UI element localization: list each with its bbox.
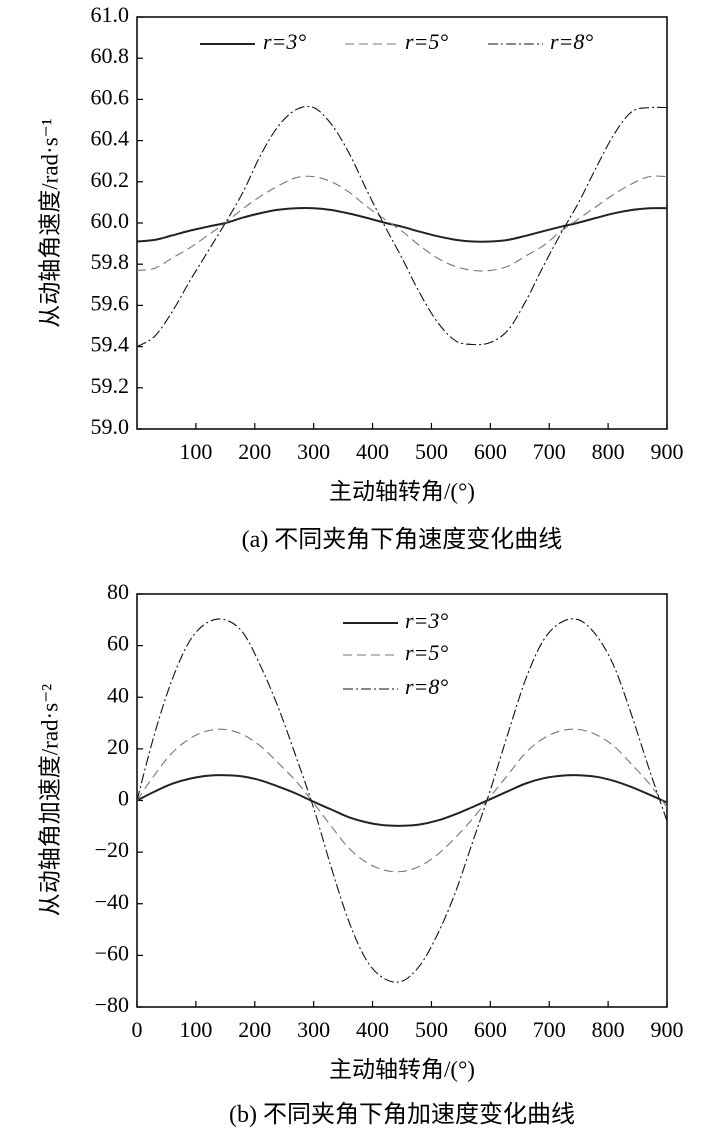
series-line-b-2	[136, 728, 668, 873]
y-tick-label: 59.0	[91, 414, 130, 439]
y-tick-label: 59.2	[91, 373, 130, 398]
y-tick-label: −80	[95, 992, 129, 1017]
caption-b: (b) 不同夹角下角加速度变化曲线	[229, 1101, 575, 1128]
y-tick-label: −20	[95, 837, 129, 862]
legend-label: r=5°	[405, 29, 448, 54]
y-tick-label: 60.4	[91, 126, 130, 151]
x-tick-label: 0	[132, 1017, 143, 1042]
x-tick-label: 600	[474, 439, 507, 464]
caption-a: (a) 不同夹角下角速度变化曲线	[242, 526, 563, 553]
legend-a: r=3° r=5° r=8°	[200, 29, 593, 54]
y-tick-label: 40	[107, 682, 129, 707]
x-tick-label: 800	[592, 439, 625, 464]
legend-label: r=5°	[405, 640, 448, 665]
series-line-b-1	[136, 774, 668, 827]
x-tick-label: 900	[651, 439, 684, 464]
chart-b: 0 100 200 300 400 500 600 700 800 900−80−60−40−20…	[37, 579, 683, 1128]
legend-label: r=8°	[550, 29, 593, 54]
y-tick-label: 60.8	[91, 43, 130, 68]
y-tick-label: 0	[118, 786, 129, 811]
y-tick-label: −60	[95, 940, 129, 965]
series-line-a-2	[136, 175, 668, 272]
tick-group-a: 100 200 300 400 500 600 700 800 900 59.0 59.2 59.4 5…	[91, 2, 684, 464]
x-tick-label: 300	[297, 1017, 330, 1042]
x-axis-label-a: 主动轴转角/(°)	[329, 479, 475, 504]
y-axis-label-b: 从动轴角加速度/rad·s⁻²	[37, 684, 62, 917]
x-tick-label: 100	[179, 439, 212, 464]
x-tick-label: 500	[415, 439, 448, 464]
y-tick-label: 59.4	[91, 332, 130, 357]
y-tick-label: 60.2	[91, 167, 130, 192]
x-tick-label: 700	[533, 1017, 566, 1042]
x-axis-label-b: 主动轴转角/(°)	[329, 1057, 475, 1082]
x-tick-label: 900	[651, 1017, 684, 1042]
series-layer-a	[136, 105, 668, 348]
plot-frame-a	[136, 16, 668, 430]
x-tick-label: 400	[356, 439, 389, 464]
tick-group-b: 0 100 200 300 400 500 600 700 800 900−80−60−40−20…	[95, 579, 684, 1042]
x-tick-label: 800	[592, 1017, 625, 1042]
x-tick-label: 600	[474, 1017, 507, 1042]
legend-label: r=3°	[263, 29, 306, 54]
y-tick-label: 60	[107, 631, 129, 656]
x-tick-label: 200	[238, 439, 271, 464]
y-tick-label: −40	[95, 889, 129, 914]
y-tick-label: 59.8	[91, 249, 130, 274]
x-tick-label: 200	[238, 1017, 271, 1042]
y-axis-label-a: 从动轴角速度/rad·s⁻¹	[37, 118, 62, 328]
y-tick-label: 59.6	[91, 290, 130, 315]
y-tick-label: 60.6	[91, 84, 130, 109]
x-tick-label: 400	[356, 1017, 389, 1042]
x-tick-label: 100	[179, 1017, 212, 1042]
y-tick-label: 60.0	[91, 208, 130, 233]
x-tick-label: 700	[533, 439, 566, 464]
legend-b: r=3° r=5° r=8°	[343, 608, 448, 699]
chart-a: 100 200 300 400 500 600 700 800 900 59.0 59.2 59.4 5…	[37, 2, 683, 553]
y-tick-label: 80	[107, 579, 129, 604]
series-line-b-3	[136, 618, 668, 983]
y-tick-label: 61.0	[91, 2, 130, 27]
legend-label: r=8°	[405, 674, 448, 699]
plot-frame-b	[136, 593, 668, 1008]
x-tick-label: 300	[297, 439, 330, 464]
y-tick-label: 20	[107, 734, 129, 759]
x-tick-label: 500	[415, 1017, 448, 1042]
legend-label: r=3°	[405, 608, 448, 633]
series-layer-b	[136, 618, 668, 983]
